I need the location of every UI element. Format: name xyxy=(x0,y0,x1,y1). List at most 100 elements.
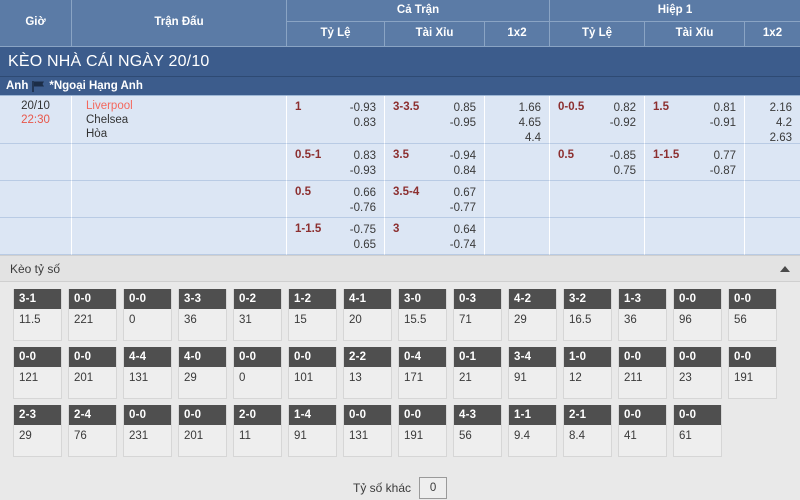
score-cell-odds: 121 xyxy=(19,372,39,384)
score-cell-odds: 9.4 xyxy=(514,430,530,442)
ft-handicap-line: 1 xyxy=(295,101,302,113)
cell-ft-overunder[interactable]: 3-3.5 0.85 -0.95 xyxy=(385,96,485,144)
cell-ft-handicap[interactable]: 0.5 0.66 -0.76 xyxy=(287,181,385,218)
score-cell[interactable]: 3-0 15.5 xyxy=(398,289,447,341)
score-cell-score: 4-4 xyxy=(124,347,171,367)
cell-h1-overunder[interactable]: 1.5 0.81 -0.91 xyxy=(645,96,745,144)
cell-h1-1x2[interactable] xyxy=(745,218,800,255)
score-cell[interactable]: 0-0 201 xyxy=(68,347,117,399)
score-cell[interactable]: 3-3 36 xyxy=(178,289,227,341)
cell-ft-1x2[interactable] xyxy=(485,144,550,181)
score-cell[interactable]: 4-1 20 xyxy=(343,289,392,341)
score-grid: 3-1 11.5 0-0 221 0-0 0 3-3 36 0-2 31 1-2 15 4-1 20 3-0… xyxy=(0,282,800,499)
score-cell[interactable]: 0-0 96 xyxy=(673,289,722,341)
score-cell[interactable]: 0-0 121 xyxy=(13,347,62,399)
score-cell[interactable]: 0-1 21 xyxy=(453,347,502,399)
score-odds-panel-title: Kèo tỷ số xyxy=(10,261,61,276)
score-cell-score: 3-4 xyxy=(509,347,556,367)
odds-row[interactable]: 20/10 22:30 Liverpool Chelsea Hòa 1 -0.9… xyxy=(0,96,800,144)
score-cell[interactable]: 0-0 231 xyxy=(123,405,172,457)
odds-row[interactable]: 0.5 0.66 -0.76 3.5-4 0.67 -0.77 xyxy=(0,181,800,218)
score-cell[interactable]: 4-3 56 xyxy=(453,405,502,457)
score-cell[interactable]: 4-4 131 xyxy=(123,347,172,399)
cell-ft-handicap[interactable]: 1 -0.93 0.83 xyxy=(287,96,385,144)
score-cell[interactable]: 1-1 9.4 xyxy=(508,405,557,457)
odds-row[interactable]: 0.5-1 0.83 -0.93 3.5 -0.94 0.84 xyxy=(0,144,800,181)
score-cell-odds: 231 xyxy=(129,430,149,442)
cell-h1-handicap[interactable]: 0-0.5 0.82 -0.92 xyxy=(550,96,645,144)
score-cell[interactable]: 2-4 76 xyxy=(68,405,117,457)
cell-h1-1x2[interactable]: 2.16 4.2 2.63 xyxy=(745,96,800,144)
score-cell[interactable]: 0-0 56 xyxy=(728,289,777,341)
odds-row[interactable]: 1-1.5 -0.75 0.65 3 0.64 -0.74 xyxy=(0,218,800,255)
score-cell[interactable]: 3-4 91 xyxy=(508,347,557,399)
cell-ft-overunder[interactable]: 3.5-4 0.67 -0.77 xyxy=(385,181,485,218)
score-odds-panel-header[interactable]: Kèo tỷ số xyxy=(0,255,800,282)
score-cell-score: 0-0 xyxy=(619,405,666,425)
score-cell[interactable]: 4-2 29 xyxy=(508,289,557,341)
score-cell[interactable]: 1-3 36 xyxy=(618,289,667,341)
score-cell[interactable]: 0-0 23 xyxy=(673,347,722,399)
score-cell-score: 0-0 xyxy=(289,347,336,367)
score-cell[interactable]: 0-4 171 xyxy=(398,347,447,399)
cell-ft-overunder[interactable]: 3.5 -0.94 0.84 xyxy=(385,144,485,181)
score-cell[interactable]: 0-0 61 xyxy=(673,405,722,457)
score-cell[interactable]: 1-4 91 xyxy=(288,405,337,457)
cell-ft-1x2[interactable]: 1.66 4.65 4.4 xyxy=(485,96,550,144)
score-cell-score: 0-1 xyxy=(454,347,501,367)
score-cell[interactable]: 1-0 12 xyxy=(563,347,612,399)
cell-ft-1x2[interactable] xyxy=(485,218,550,255)
cell-h1-handicap[interactable] xyxy=(550,181,645,218)
score-cell[interactable]: 0-0 191 xyxy=(728,347,777,399)
table-header: Giờ Trận Đấu Cả Trận Hiệp 1 Tỷ Lệ Tài Xỉ… xyxy=(0,0,800,47)
score-cell-odds: 29 xyxy=(514,314,527,326)
score-cell[interactable]: 0-0 221 xyxy=(68,289,117,341)
score-cell[interactable]: 0-3 71 xyxy=(453,289,502,341)
cell-time: 20/10 22:30 xyxy=(0,96,72,144)
cell-teams xyxy=(72,218,287,255)
ft-ou-under: -0.95 xyxy=(449,117,476,129)
cell-h1-overunder[interactable] xyxy=(645,181,745,218)
h1-handicap-top: 0.82 xyxy=(613,102,636,114)
score-cell[interactable]: 2-1 8.4 xyxy=(563,405,612,457)
score-cell[interactable]: 3-2 16.5 xyxy=(563,289,612,341)
score-cell[interactable]: 0-0 131 xyxy=(343,405,392,457)
caret-up-icon[interactable] xyxy=(780,265,790,272)
score-cell[interactable]: 0-0 201 xyxy=(178,405,227,457)
cell-ft-1x2[interactable] xyxy=(485,181,550,218)
h1-handicap-bottom: -0.92 xyxy=(609,117,636,129)
score-cell-odds: 0 xyxy=(239,372,246,384)
score-cell[interactable]: 4-0 29 xyxy=(178,347,227,399)
cell-ft-overunder[interactable]: 3 0.64 -0.74 xyxy=(385,218,485,255)
score-cell[interactable]: 0-0 0 xyxy=(123,289,172,341)
score-cell[interactable]: 0-0 41 xyxy=(618,405,667,457)
cell-ft-handicap[interactable]: 0.5-1 0.83 -0.93 xyxy=(287,144,385,181)
cell-h1-handicap[interactable] xyxy=(550,218,645,255)
cell-h1-overunder[interactable] xyxy=(645,218,745,255)
h1-1x2-home: 2.16 xyxy=(769,102,792,114)
cell-h1-1x2[interactable] xyxy=(745,144,800,181)
score-cell[interactable]: 0-0 211 xyxy=(618,347,667,399)
score-cell[interactable]: 0-0 101 xyxy=(288,347,337,399)
other-score-value[interactable]: 0 xyxy=(419,477,448,499)
cell-h1-overunder[interactable]: 1-1.5 0.77 -0.87 xyxy=(645,144,745,181)
score-cell-score: 3-3 xyxy=(179,289,226,309)
score-cell[interactable]: 0-0 0 xyxy=(233,347,282,399)
score-cell[interactable]: 3-1 11.5 xyxy=(13,289,62,341)
score-cell-odds: 0 xyxy=(129,314,136,326)
cell-h1-handicap[interactable]: 0.5 -0.85 0.75 xyxy=(550,144,645,181)
score-cell[interactable]: 0-2 31 xyxy=(233,289,282,341)
cell-ft-handicap[interactable]: 1-1.5 -0.75 0.65 xyxy=(287,218,385,255)
score-cell[interactable]: 1-2 15 xyxy=(288,289,337,341)
score-cell[interactable]: 2-3 29 xyxy=(13,405,62,457)
score-cell-odds: 29 xyxy=(184,372,197,384)
score-cell[interactable]: 2-0 11 xyxy=(233,405,282,457)
cell-h1-1x2[interactable] xyxy=(745,181,800,218)
score-cell-score: 4-1 xyxy=(344,289,391,309)
league-bar[interactable]: Anh *Ngoại Hạng Anh xyxy=(0,77,800,96)
score-cell-score: 1-1 xyxy=(509,405,556,425)
score-cell[interactable]: 0-0 191 xyxy=(398,405,447,457)
score-cell-odds: 15.5 xyxy=(404,314,427,326)
score-cell[interactable]: 2-2 13 xyxy=(343,347,392,399)
